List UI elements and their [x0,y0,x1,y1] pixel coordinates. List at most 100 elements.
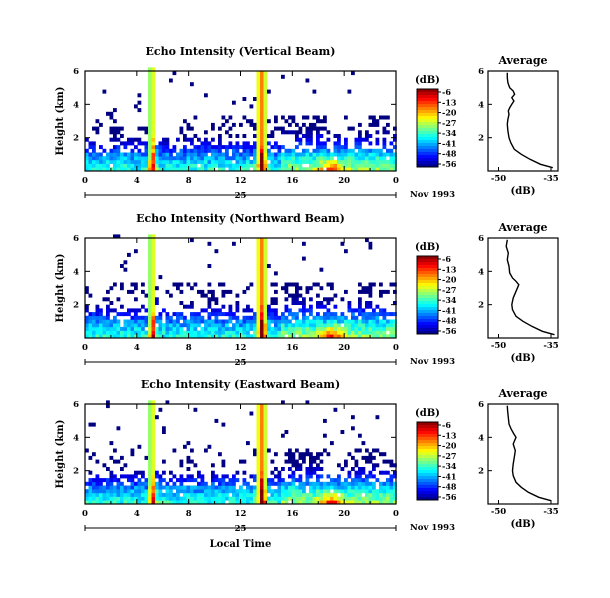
colorbar-segment [417,119,438,123]
date-label: Nov 1993 [410,357,455,367]
panel-2: Echo Intensity (Northward Beam)0 4 8 12 16 20… [55,212,559,368]
profile-y-tick-label: 4 [478,100,484,110]
x-tick-label: 8 [186,343,192,353]
colorbar-tick-label: -34 [442,295,457,305]
profile-y-tick-label: 2 [478,467,484,477]
colorbar-segment [417,301,438,305]
colorbar-segment [417,149,438,153]
x-tick-label: 0 [393,509,399,519]
y-tick-label: 4 [73,100,79,110]
date-day-label: 25 [235,358,247,368]
colorbar-segment [417,485,438,489]
x-tick-label: 8 [186,176,192,186]
profile-y-tick-label: 6 [478,67,484,77]
colorbar-tick-label: -6 [442,254,451,264]
colorbar-segment [417,274,438,278]
colorbar-segment [417,322,438,326]
colorbar-segment [417,304,438,308]
colorbar-label: (dB) [415,242,440,253]
profile-y-tick-label: 2 [478,301,484,311]
heatmap-cells [85,234,397,339]
profile-x-label: (dB) [511,353,536,364]
colorbar-segment [417,476,438,480]
colorbar-segment [417,289,438,293]
colorbar-segment [417,277,438,281]
x-tick-label: 16 [286,176,298,186]
colorbar-segment [417,116,438,120]
colorbar-tick-label: -27 [442,285,456,295]
colorbar-segment [417,431,438,435]
x-tick-label: 16 [286,509,298,519]
y-axis-label: Height (km) [55,254,66,323]
colorbar-segment [417,479,438,483]
colorbar-segment [417,265,438,269]
chart-title: Echo Intensity (Eastward Beam) [141,378,340,391]
colorbar-segment [417,256,438,260]
colorbar-segment [417,313,438,317]
colorbar-segment [417,104,438,108]
colorbar-tick-label: -20 [442,441,457,451]
colorbar-tick-label: -13 [442,264,457,274]
colorbar-tick-label: -20 [442,275,457,285]
x-tick-label: 4 [134,509,140,519]
colorbar-segment [417,125,438,129]
colorbar-segment [417,325,438,329]
colorbar-tick-label: -6 [442,420,451,430]
profile-x-tick-label: -50 [491,341,506,351]
x-tick-label: 20 [338,343,350,353]
colorbar-segment [417,310,438,314]
colorbar-segment [417,137,438,141]
colorbar-segment [417,331,438,335]
colorbar-frame [416,421,439,501]
colorbar-segment [417,268,438,272]
x-tick-label: 16 [286,343,298,353]
x-tick-label: 4 [134,176,140,186]
profile-title: Average [497,221,547,234]
colorbar-segment [417,422,438,426]
colorbar-segment [417,467,438,471]
colorbar-segment [417,89,438,93]
colorbar-segment [417,307,438,311]
colorbar-tick-label: -20 [442,108,457,118]
colorbar-frame [416,255,439,335]
x-tick-label: 4 [134,343,140,353]
colorbar-segment [417,146,438,150]
profile-x-tick-label: -35 [543,174,558,184]
profile-frame [487,70,559,172]
colorbar-segment [417,473,438,477]
profile-y-tick-label: 4 [478,267,484,277]
colorbar-tick-label: -41 [442,138,456,148]
colorbar-segment [417,280,438,284]
colorbar-segment [417,295,438,299]
colorbar-segment [417,143,438,147]
colorbar-segment [417,95,438,99]
x-tick-label: 0 [82,176,88,186]
profile-y-tick-label: 6 [478,234,484,244]
profile-x-label: (dB) [511,186,536,197]
colorbar-segment [417,428,438,432]
colorbar-tick-label: -6 [442,87,451,97]
colorbar-tick-label: -34 [442,128,457,138]
colorbar-segment [417,286,438,290]
y-axis-label: Height (km) [55,420,66,489]
profile-line [506,405,552,502]
x-tick-label: 20 [338,176,350,186]
colorbar-segment [417,482,438,486]
colorbar-tick-label: -56 [442,159,457,169]
colorbar-segment [417,497,438,501]
colorbar-segment [417,271,438,275]
colorbar-segment [417,107,438,111]
colorbar-segment [417,161,438,165]
colorbar-segment [417,152,438,156]
chart-title: Echo Intensity (Vertical Beam) [145,45,335,58]
colorbar-segment [417,298,438,302]
date-day-label: 25 [235,524,247,534]
profile-y-tick-label: 6 [478,400,484,410]
x-tick-label: 8 [186,509,192,519]
colorbar-tick-label: -13 [442,430,457,440]
colorbar-tick-label: -56 [442,492,457,502]
x-axis-label: Local Time [210,539,272,550]
y-tick-label: 6 [73,234,79,244]
profile-title: Average [497,387,547,400]
